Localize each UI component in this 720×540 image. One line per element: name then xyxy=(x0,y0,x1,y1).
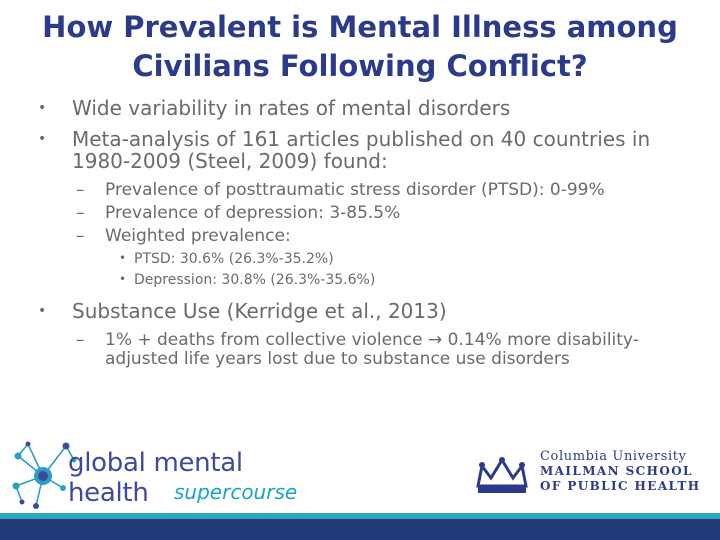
bullet-text: Substance Use (Kerridge et al., 2013) xyxy=(72,299,447,323)
sub-bullet-item: – Prevalence of depression: 3-85.5% xyxy=(28,204,688,223)
mailman-school-text: MAILMAN SCHOOL xyxy=(540,464,693,478)
sub-sub-bullet-item: • PTSD: 30.6% (26.3%-35.2%) xyxy=(28,250,688,268)
columbia-university-text: Columbia University xyxy=(540,449,687,464)
title-line-1: How Prevalent is Mental Illness among xyxy=(42,10,678,44)
bullet-list: • Wide variability in rates of mental di… xyxy=(28,97,688,373)
bullet-item: • Substance Use (Kerridge et al., 2013) xyxy=(28,300,688,322)
dash-icon: – xyxy=(76,330,85,350)
sub-sub-bullet-text: PTSD: 30.6% (26.3%-35.2%) xyxy=(134,251,334,267)
sub-bullet-item: – 1% + deaths from collective violence →… xyxy=(28,331,688,369)
gmh-logo-text: global mental health xyxy=(68,448,243,508)
bullet-dot-icon: • xyxy=(38,100,47,116)
bullet-dot-icon: • xyxy=(38,131,47,147)
gmh-logo-subtext: supercourse xyxy=(174,480,298,504)
global-mental-health-logo: global mental health supercourse xyxy=(8,436,328,512)
columbia-mailman-logo: Columbia University MAILMAN SCHOOL OF PU… xyxy=(474,450,704,500)
slide-title: How Prevalent is Mental Illness among Ci… xyxy=(0,8,720,86)
small-dot-icon: • xyxy=(119,251,127,265)
title-line-2: Civilians Following Conflict? xyxy=(132,49,588,83)
footer-teal-bar xyxy=(0,513,720,519)
sub-bullet-text: Weighted prevalence: xyxy=(105,226,291,246)
sub-bullet-text: Prevalence of posttraumatic stress disor… xyxy=(105,180,605,200)
sub-bullet-item: – Weighted prevalence: xyxy=(28,227,688,246)
bullet-item: • Meta-analysis of 161 articles publishe… xyxy=(28,128,688,172)
globe-network-icon xyxy=(12,441,77,509)
crown-icon xyxy=(476,457,528,493)
bullet-dot-icon: • xyxy=(38,303,47,319)
sub-bullet-item: – Prevalence of posttraumatic stress dis… xyxy=(28,181,688,200)
dash-icon: – xyxy=(76,226,85,246)
sub-sub-bullet-text: Depression: 30.8% (26.3%-35.6%) xyxy=(134,272,376,288)
sub-bullet-text: Prevalence of depression: 3-85.5% xyxy=(105,203,401,223)
bullet-item: • Wide variability in rates of mental di… xyxy=(28,97,688,119)
sub-bullet-text: 1% + deaths from collective violence → 0… xyxy=(105,330,639,369)
small-dot-icon: • xyxy=(119,272,127,286)
public-health-text: OF PUBLIC HEALTH xyxy=(540,479,701,493)
footer-navy-bar xyxy=(0,519,720,540)
dash-icon: – xyxy=(76,180,85,200)
sub-sub-bullet-item: • Depression: 30.8% (26.3%-35.6%) xyxy=(28,271,688,289)
dash-icon: – xyxy=(76,203,85,223)
bullet-text: Wide variability in rates of mental diso… xyxy=(72,96,511,120)
columbia-logo-text: Columbia University MAILMAN SCHOOL OF PU… xyxy=(540,450,700,494)
bullet-text: Meta-analysis of 161 articles published … xyxy=(72,127,651,173)
